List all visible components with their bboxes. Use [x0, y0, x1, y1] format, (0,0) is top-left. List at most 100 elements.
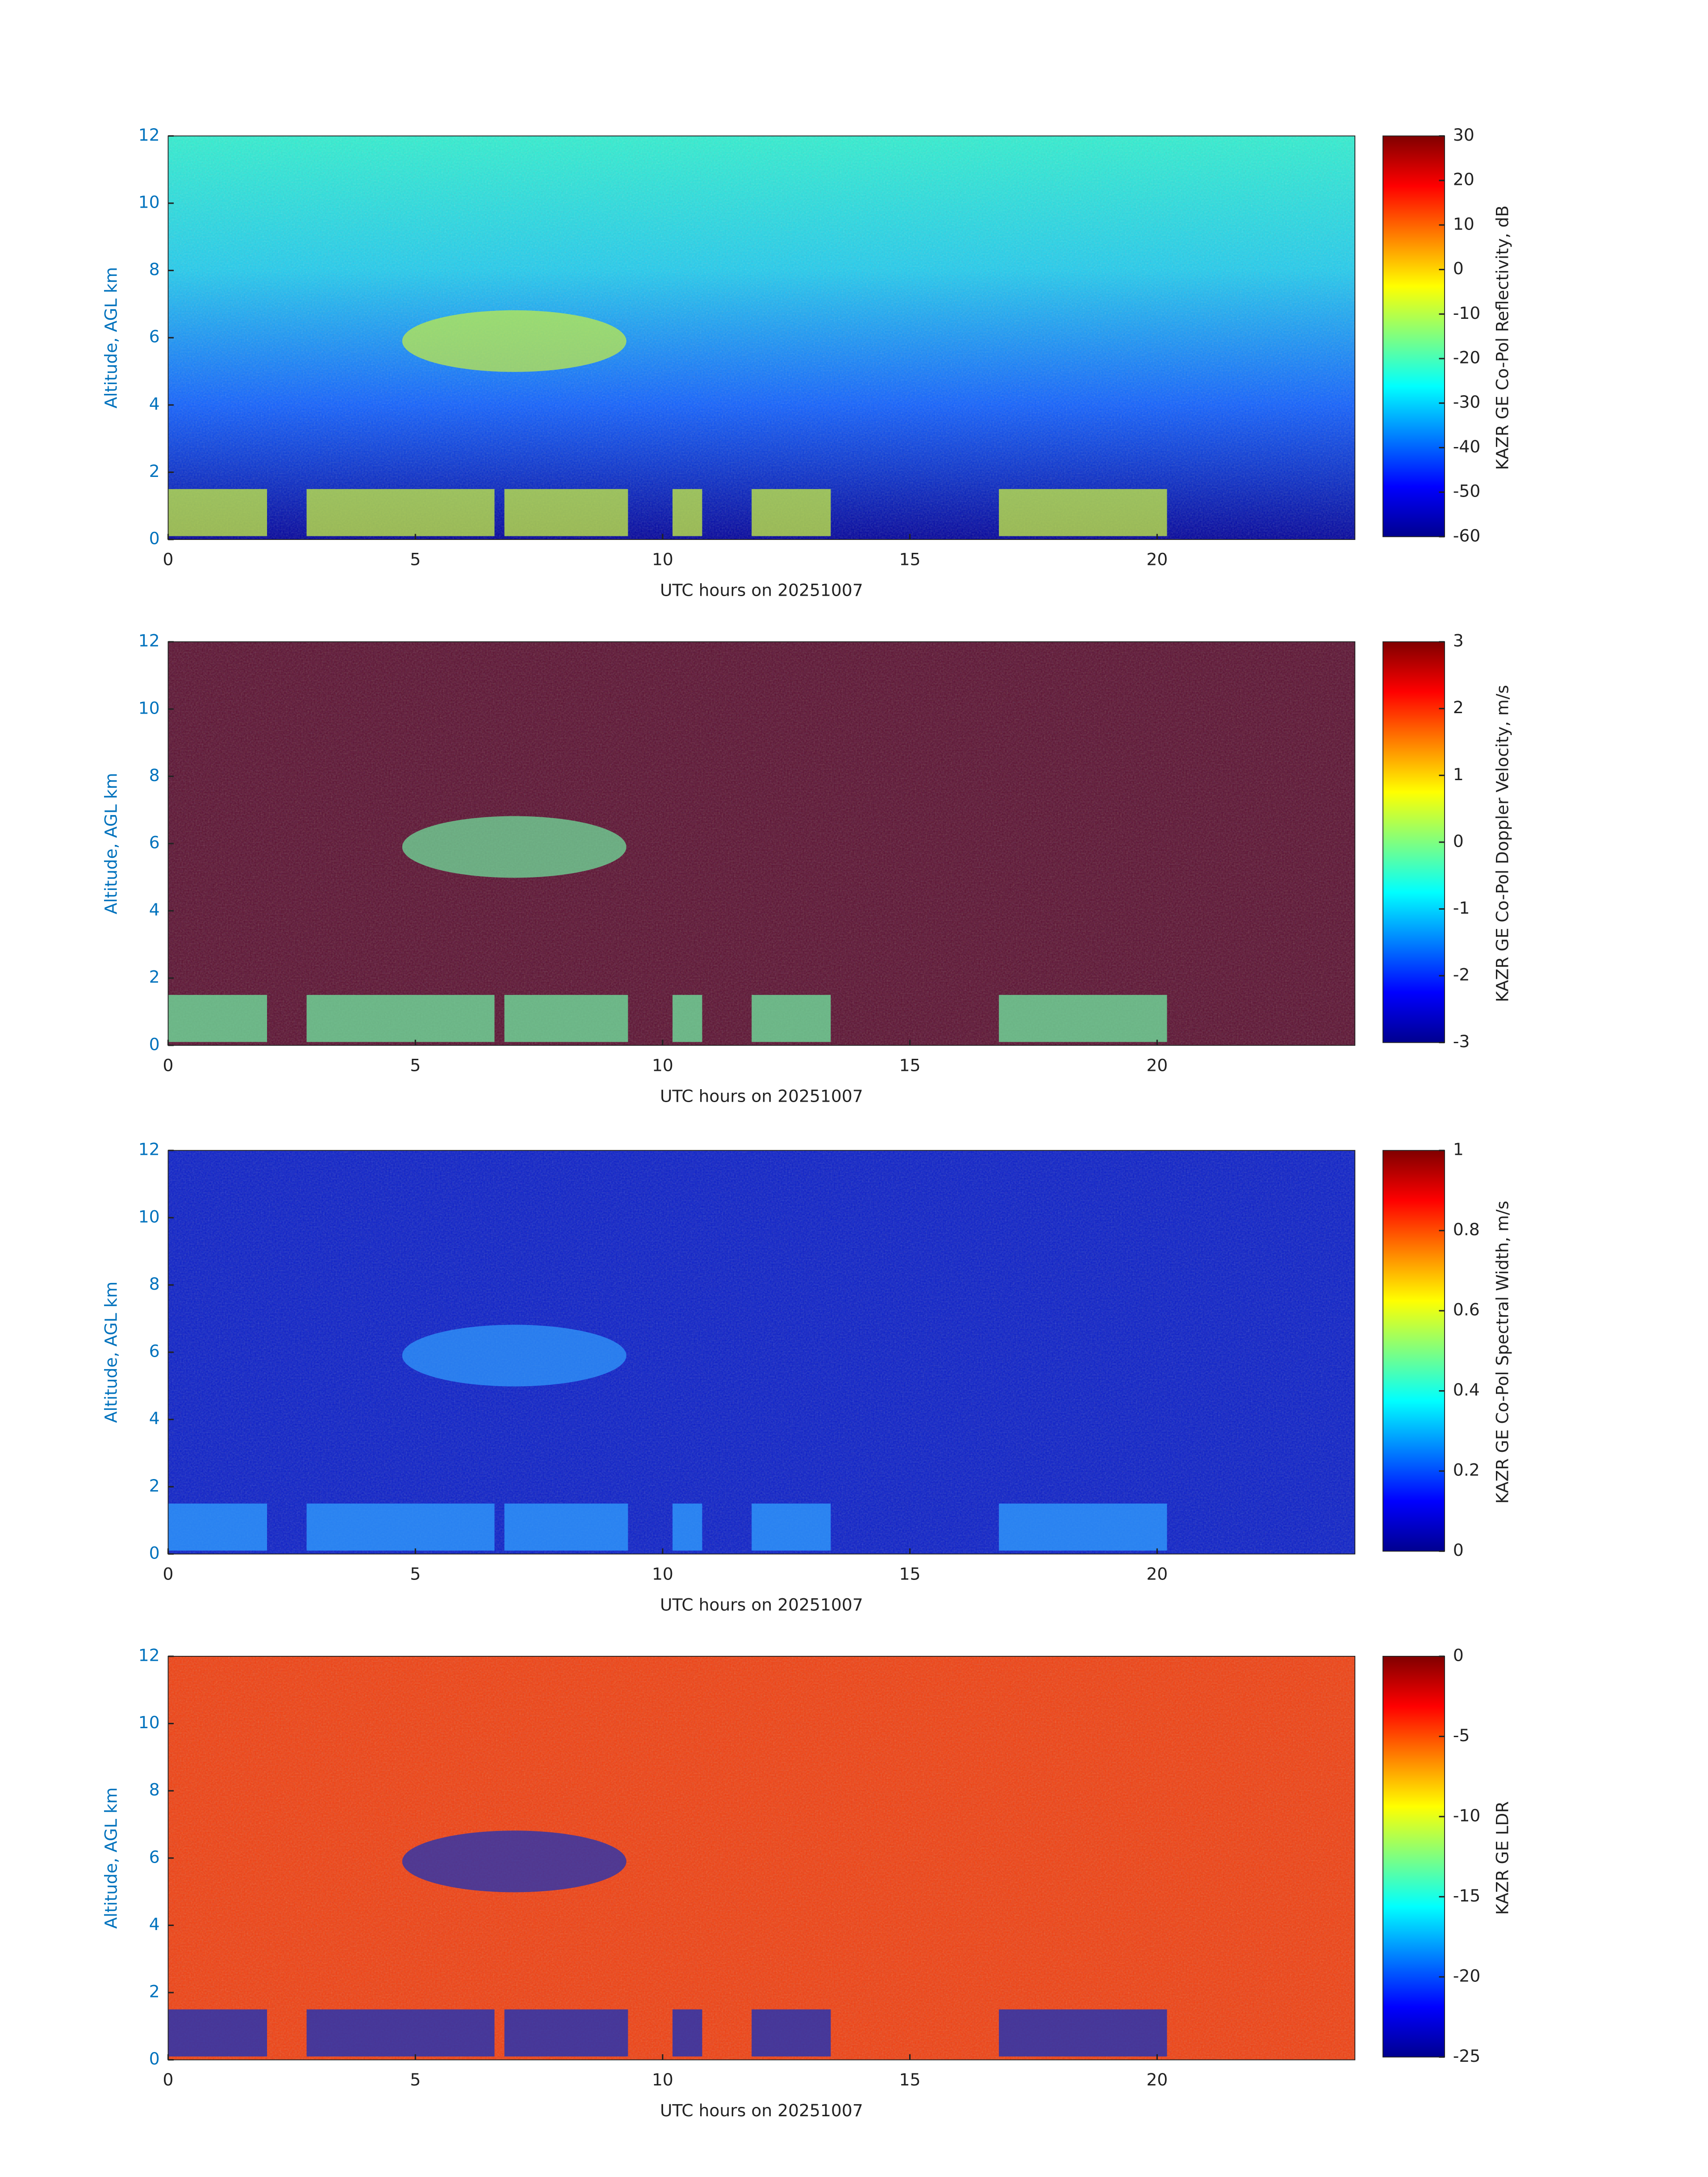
- colorbar-tick-label: 0.8: [1453, 1220, 1480, 1239]
- colorbar-tick-label: 0.2: [1453, 1460, 1480, 1480]
- cloud: [752, 1503, 831, 1551]
- colorbar-tick-label: -50: [1453, 481, 1480, 501]
- cloud: [998, 994, 1167, 1042]
- colorbar-tick-label: -15: [1453, 1886, 1480, 1905]
- cloud: [504, 489, 628, 536]
- cloud: [998, 1503, 1167, 1551]
- y-tick-label: 2: [149, 461, 160, 481]
- x-tick-label: 10: [652, 1564, 673, 1584]
- y-tick-label: 2: [149, 1476, 160, 1496]
- x-tick-label: 5: [410, 2070, 421, 2089]
- cloud: [752, 489, 831, 536]
- colorbar-tick-label: -40: [1453, 437, 1480, 456]
- x-tick-label: 20: [1146, 2070, 1168, 2089]
- x-tick-label: 15: [899, 550, 921, 569]
- colorbar-tick-label: -20: [1453, 347, 1480, 367]
- colorbar-tick-label: 0.4: [1453, 1380, 1480, 1400]
- y-tick-label: 6: [149, 327, 160, 347]
- cloud: [504, 2009, 628, 2057]
- x-tick-label: 0: [163, 550, 174, 569]
- y-tick-label: 8: [149, 259, 160, 279]
- cloud: [752, 2009, 831, 2057]
- x-axis-label: UTC hours on 20251007: [660, 2101, 863, 2120]
- cloud: [402, 1830, 626, 1893]
- colorbar-tick-label: -1: [1453, 898, 1470, 918]
- cloud: [402, 816, 626, 878]
- colorbar: [1382, 1656, 1445, 2058]
- y-tick-label: 12: [138, 1645, 160, 1665]
- cloud: [672, 994, 702, 1042]
- y-axis-label: Altitude, AGL km: [101, 267, 121, 409]
- colorbar-label: KAZR GE Co-Pol Spectral Width, m/s: [1492, 1201, 1512, 1504]
- y-tick-label: 0: [149, 1543, 160, 1563]
- field-noise: [168, 1150, 1355, 1554]
- x-tick-label: 20: [1146, 1564, 1168, 1584]
- y-axis-label: Altitude, AGL km: [101, 1787, 121, 1929]
- y-tick-label: 6: [149, 1341, 160, 1361]
- y-tick-label: 8: [149, 1780, 160, 1800]
- y-tick-label: 2: [149, 967, 160, 987]
- cloud: [998, 2009, 1167, 2057]
- y-tick-label: 12: [138, 631, 160, 651]
- colorbar-tick-label: -20: [1453, 1966, 1480, 1985]
- cloud: [168, 2009, 267, 2057]
- x-tick-label: 15: [899, 1055, 921, 1075]
- x-tick-label: 0: [163, 2070, 174, 2089]
- y-tick-label: 6: [149, 1847, 160, 1867]
- x-tick-label: 15: [899, 1564, 921, 1584]
- colorbar-tick-label: 3: [1453, 631, 1464, 651]
- cloud: [672, 489, 702, 536]
- colorbar-tick-label: 0: [1453, 1645, 1464, 1665]
- colorbar-tick-label: 0: [1453, 1540, 1464, 1560]
- x-axis-label: UTC hours on 20251007: [660, 581, 863, 600]
- x-axis-label: UTC hours on 20251007: [660, 1086, 863, 1106]
- y-tick-label: 0: [149, 529, 160, 548]
- colorbar-label: KAZR GE LDR: [1492, 1801, 1512, 1915]
- cloud: [168, 489, 267, 536]
- colorbar-tick-label: -25: [1453, 2046, 1480, 2066]
- y-tick-label: 8: [149, 765, 160, 785]
- colorbar-tick-label: 30: [1453, 125, 1474, 145]
- cloud: [306, 994, 495, 1042]
- y-axis-label: Altitude, AGL km: [101, 1282, 121, 1423]
- colorbar-tick-label: 2: [1453, 698, 1464, 717]
- field-noise: [168, 136, 1355, 540]
- y-tick-label: 10: [138, 698, 160, 718]
- cloud: [306, 2009, 495, 2057]
- colorbar: [1382, 1150, 1445, 1552]
- cloud: [402, 1325, 626, 1387]
- y-tick-label: 4: [149, 900, 160, 919]
- y-tick-label: 12: [138, 1140, 160, 1159]
- field-noise: [168, 1656, 1355, 2060]
- y-tick-label: 12: [138, 125, 160, 145]
- y-tick-label: 10: [138, 1713, 160, 1732]
- x-tick-label: 0: [163, 1055, 174, 1075]
- cloud: [672, 2009, 702, 2057]
- x-tick-label: 5: [410, 1564, 421, 1584]
- colorbar-tick-label: 0.6: [1453, 1300, 1480, 1320]
- cloud: [672, 1503, 702, 1551]
- cloud: [306, 1503, 495, 1551]
- y-tick-label: 4: [149, 1914, 160, 1934]
- colorbar-tick-label: -3: [1453, 1032, 1470, 1051]
- field-noise: [168, 642, 1355, 1045]
- x-axis-label: UTC hours on 20251007: [660, 1595, 863, 1614]
- colorbar-tick-label: 0: [1453, 831, 1464, 851]
- cloud: [752, 994, 831, 1042]
- y-tick-label: 4: [149, 1408, 160, 1428]
- y-tick-label: 0: [149, 1034, 160, 1054]
- colorbar-tick-label: -10: [1453, 303, 1480, 323]
- cloud: [504, 994, 628, 1042]
- cloud: [402, 310, 626, 372]
- colorbar-tick-label: -30: [1453, 392, 1480, 412]
- x-tick-label: 10: [652, 550, 673, 569]
- y-tick-label: 6: [149, 833, 160, 852]
- colorbar-tick-label: 10: [1453, 214, 1474, 234]
- cloud: [168, 1503, 267, 1551]
- colorbar-label: KAZR GE Co-Pol Doppler Velocity, m/s: [1492, 685, 1512, 1002]
- x-tick-label: 5: [410, 1055, 421, 1075]
